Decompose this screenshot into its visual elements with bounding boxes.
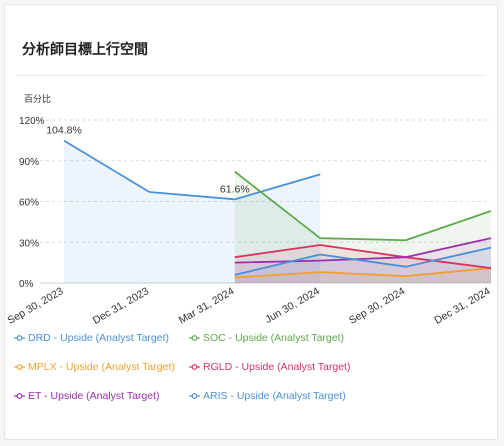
series-line	[234, 170, 492, 242]
y-tick-label: 120%	[19, 116, 45, 127]
legend-item[interactable]: RGLD - Upside (Analyst Target)	[189, 361, 350, 373]
card-title: 分析師目標上行空間	[22, 42, 148, 58]
legend-marker-icon	[189, 335, 200, 341]
series-line	[234, 246, 492, 276]
series-line	[63, 139, 321, 201]
x-tick-label: Jun 30, 2024	[263, 285, 322, 326]
series-area	[234, 171, 492, 283]
legend-label: RGLD - Upside (Analyst Target)	[203, 361, 351, 373]
y-tick-label: 90%	[19, 157, 39, 168]
legend-label: SOC - Upside (Analyst Target)	[203, 332, 345, 344]
y-tick-label: 30%	[19, 238, 39, 249]
legend-item[interactable]: MPLX - Upside (Analyst Target)	[14, 361, 175, 373]
title-divider	[17, 75, 485, 76]
legend-marker-icon	[189, 393, 200, 399]
series-line	[234, 244, 492, 269]
line-chart: 104.8% 61.6% 0% 30% 60% 90% 120% Sep 30, 2023 D…	[5, 116, 492, 327]
x-tick-label: Dec 31, 2023	[91, 285, 151, 327]
series-line	[234, 267, 492, 279]
chart-card: 分析師目標上行空間 百分比	[4, 4, 498, 440]
x-tick-label: Sep 30, 2023	[5, 285, 65, 327]
legend-item[interactable]: SOC - Upside (Analyst Target)	[189, 332, 344, 344]
series-area	[64, 140, 321, 283]
x-tick-label: Dec 31, 2024	[432, 285, 492, 327]
legend-item[interactable]: ARIS - Upside (Analyst Target)	[189, 390, 346, 402]
y-axis-unit-label: 百分比	[24, 95, 52, 105]
legend-item[interactable]: DRD - Upside (Analyst Target)	[14, 332, 169, 344]
legend-marker-icon	[14, 335, 25, 341]
legend-marker-icon	[14, 393, 25, 399]
legend-item[interactable]: ET - Upside (Analyst Target)	[14, 390, 160, 402]
legend-label: ARIS - Upside (Analyst Target)	[203, 390, 346, 402]
x-tick-label: Sep 30, 2024	[347, 285, 407, 327]
legend-label: MPLX - Upside (Analyst Target)	[28, 361, 175, 373]
legend-label: ET - Upside (Analyst Target)	[28, 390, 160, 402]
series-line	[234, 237, 492, 264]
series-area	[234, 268, 492, 283]
y-tick-label: 0%	[19, 279, 34, 290]
x-tick-label: Mar 31, 2024	[177, 285, 237, 326]
y-tick-label: 60%	[19, 198, 39, 209]
legend-marker-icon	[189, 364, 200, 370]
data-label: 61.6%	[220, 183, 250, 195]
data-label: 104.8%	[46, 125, 82, 137]
legend-label: DRD - Upside (Analyst Target)	[28, 332, 170, 344]
legend-marker-icon	[14, 364, 25, 370]
